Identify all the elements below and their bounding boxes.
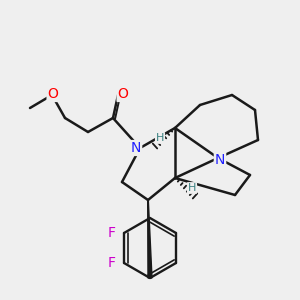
Text: H: H <box>188 183 196 193</box>
Text: F: F <box>108 226 116 240</box>
Text: H: H <box>156 133 164 143</box>
Text: O: O <box>48 87 58 101</box>
Text: N: N <box>131 141 141 155</box>
Text: N: N <box>215 153 225 167</box>
Polygon shape <box>148 200 152 278</box>
Text: O: O <box>118 87 128 101</box>
Text: F: F <box>108 256 116 270</box>
